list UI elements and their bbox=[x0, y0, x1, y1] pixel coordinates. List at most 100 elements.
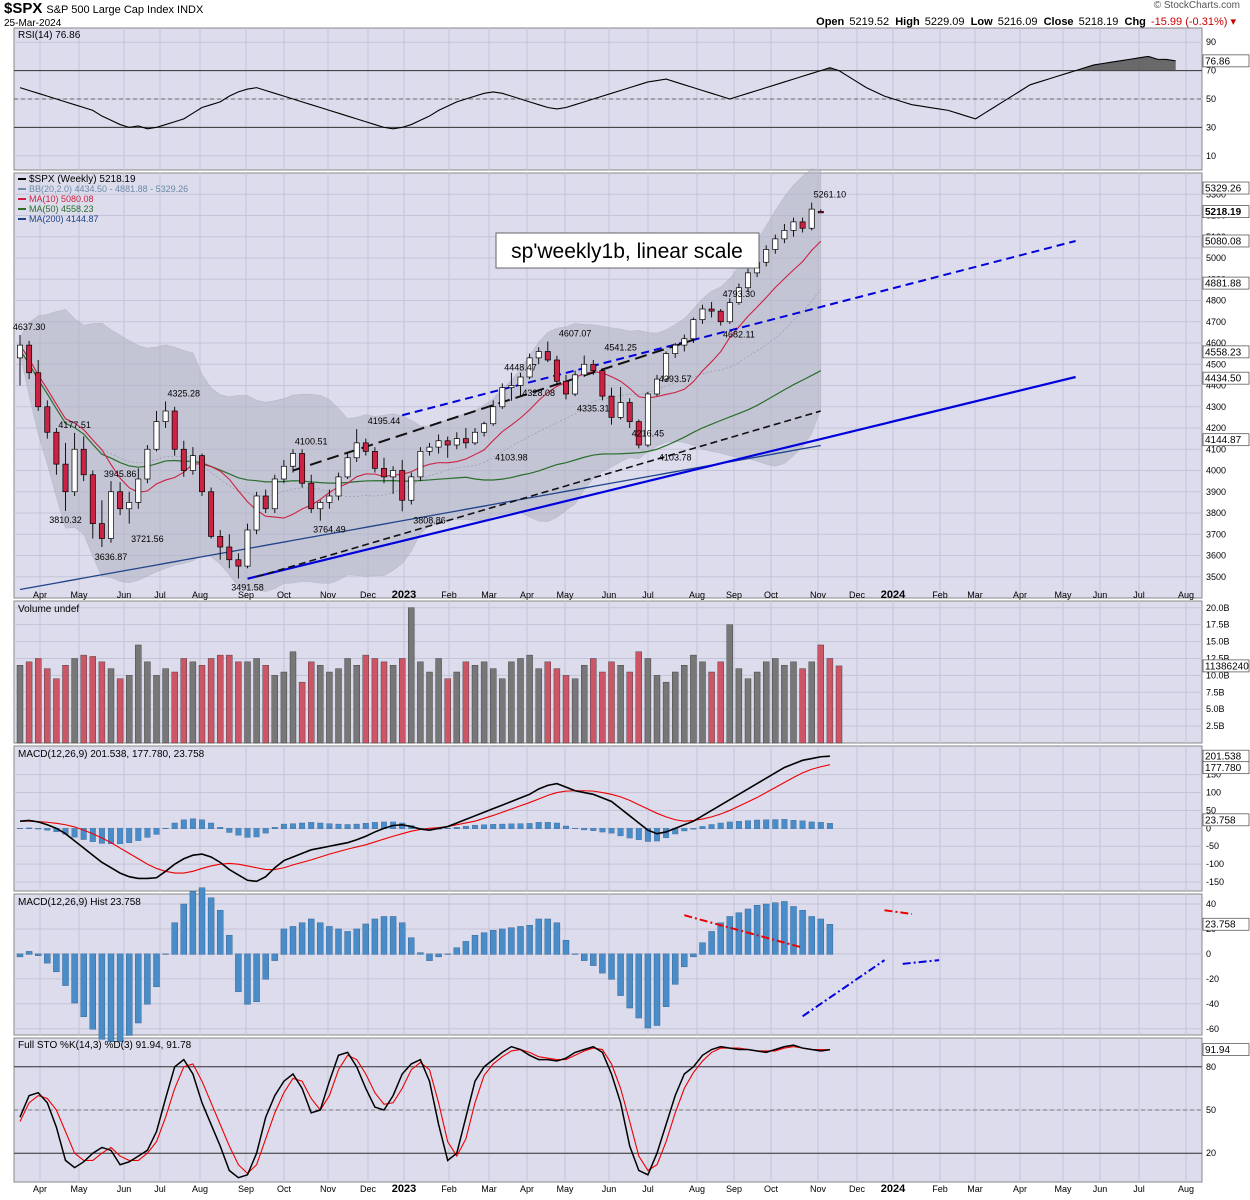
price-label: 4335.31 bbox=[577, 403, 610, 413]
candle-body bbox=[590, 363, 597, 371]
sto-d-line bbox=[19, 1046, 830, 1175]
candle-body bbox=[390, 470, 397, 478]
ma200-line bbox=[19, 444, 821, 591]
macd-hist-bar bbox=[590, 828, 597, 831]
candle-body bbox=[17, 344, 23, 359]
macd-hist-bar bbox=[790, 820, 797, 829]
sto-title: Full STO %K(14,3) %D(3) 91.94, 91.78 bbox=[18, 1040, 192, 1051]
y-tick-label: 3900 bbox=[1206, 487, 1226, 497]
x-tick-label: Oct bbox=[277, 1184, 292, 1194]
price-label: 4448.47 bbox=[504, 362, 537, 372]
candle-body bbox=[654, 378, 660, 395]
volume-bar bbox=[735, 668, 743, 744]
legend-swatch bbox=[18, 188, 26, 190]
histogram-bar bbox=[298, 922, 306, 955]
candle-body bbox=[672, 344, 679, 354]
histogram-bar bbox=[35, 953, 42, 956]
y-tick-label: 17.5B bbox=[1206, 620, 1230, 630]
volume-bar bbox=[608, 661, 615, 744]
candle-body bbox=[808, 208, 815, 229]
x-tick-label: Jun bbox=[117, 590, 132, 600]
candle-body bbox=[472, 431, 478, 444]
high-label: High bbox=[895, 16, 920, 28]
y-tick-label: 12.5B bbox=[1206, 653, 1230, 663]
x-tick-label: Oct bbox=[764, 590, 779, 600]
candle-body bbox=[189, 455, 196, 471]
histogram-bar bbox=[162, 953, 169, 955]
y-tick-label: 100 bbox=[1206, 788, 1221, 798]
histogram-bar bbox=[590, 953, 597, 966]
price-label: 3491.58 bbox=[231, 583, 264, 593]
hist-right-label-box bbox=[1202, 917, 1250, 931]
volume-bar bbox=[635, 651, 642, 744]
volume-bar bbox=[289, 651, 297, 744]
macd-hist-bar bbox=[572, 828, 579, 829]
histogram-bar bbox=[253, 953, 260, 1003]
legend-swatch bbox=[18, 218, 26, 220]
candle-body bbox=[381, 468, 387, 478]
candle-body bbox=[453, 438, 460, 446]
histogram-bar bbox=[644, 953, 652, 1029]
volume-bar bbox=[681, 665, 688, 744]
y-tick-label: 3500 bbox=[1206, 572, 1226, 582]
x-tick-label: Mar bbox=[967, 590, 983, 600]
x-tick-label: Aug bbox=[1178, 590, 1194, 600]
price-label: 4541.25 bbox=[604, 343, 637, 353]
volume-bar bbox=[162, 668, 169, 744]
y-tick-label: 40 bbox=[1206, 899, 1216, 909]
price-right-label-box bbox=[1202, 345, 1250, 359]
candle-body bbox=[226, 546, 233, 561]
y-tick-label: 4600 bbox=[1206, 338, 1226, 348]
volume-bar bbox=[462, 661, 470, 744]
candle-body bbox=[462, 438, 469, 444]
candle-body bbox=[626, 402, 633, 422]
histogram-bar bbox=[226, 934, 233, 955]
macd-hist-bar bbox=[772, 819, 779, 829]
histogram-bar bbox=[444, 953, 451, 955]
macd-hist-bar bbox=[535, 822, 542, 829]
volume-bar bbox=[180, 658, 188, 744]
macd-hist-bar bbox=[26, 827, 33, 829]
histogram-bar bbox=[681, 953, 688, 968]
candle-body bbox=[508, 385, 515, 388]
channel-lower bbox=[256, 410, 822, 578]
volume-bar bbox=[25, 661, 33, 744]
y-tick-label: 0 bbox=[1206, 949, 1211, 959]
sto-right-label-box bbox=[1202, 1043, 1250, 1056]
histogram-bar bbox=[62, 953, 69, 986]
volume-bar bbox=[362, 654, 369, 744]
volume-bar bbox=[53, 678, 60, 744]
candle-body bbox=[635, 421, 642, 446]
candle-body bbox=[35, 372, 42, 408]
histogram-bar bbox=[526, 924, 533, 955]
macd-line bbox=[19, 755, 830, 883]
macd-hist-bar bbox=[654, 828, 660, 842]
volume-bar bbox=[471, 665, 479, 744]
volume-bar bbox=[44, 668, 51, 744]
histogram-bar bbox=[399, 922, 406, 955]
macd-hist-bar bbox=[144, 828, 151, 838]
price-label: 4103.78 bbox=[659, 453, 692, 463]
volume-bar bbox=[125, 675, 133, 744]
trendline-support bbox=[247, 375, 1076, 580]
histogram-bar bbox=[581, 953, 588, 961]
rsi-line bbox=[19, 55, 1176, 130]
price-right-label-box bbox=[1202, 276, 1250, 290]
macd-hist-bar bbox=[271, 827, 278, 829]
volume-bar bbox=[71, 658, 78, 744]
macd-hist-bar bbox=[208, 822, 215, 829]
macd-hist-bar bbox=[472, 824, 478, 829]
y-tick-label: -150 bbox=[1206, 877, 1224, 887]
x-tick-label: Jul bbox=[1133, 590, 1145, 600]
macd-hist-bar bbox=[499, 823, 506, 829]
candle-body bbox=[126, 502, 133, 510]
macd-hist-bar bbox=[317, 822, 324, 829]
y-tick-label: -40 bbox=[1206, 999, 1219, 1009]
volume-bar bbox=[772, 658, 779, 744]
x-tick-label: Jul bbox=[642, 590, 654, 600]
annotation-box bbox=[495, 232, 760, 269]
candle-body bbox=[199, 455, 205, 493]
y-tick-label: 10.0B bbox=[1206, 670, 1230, 680]
volume-bar bbox=[235, 661, 242, 744]
histogram-bar bbox=[517, 926, 524, 955]
